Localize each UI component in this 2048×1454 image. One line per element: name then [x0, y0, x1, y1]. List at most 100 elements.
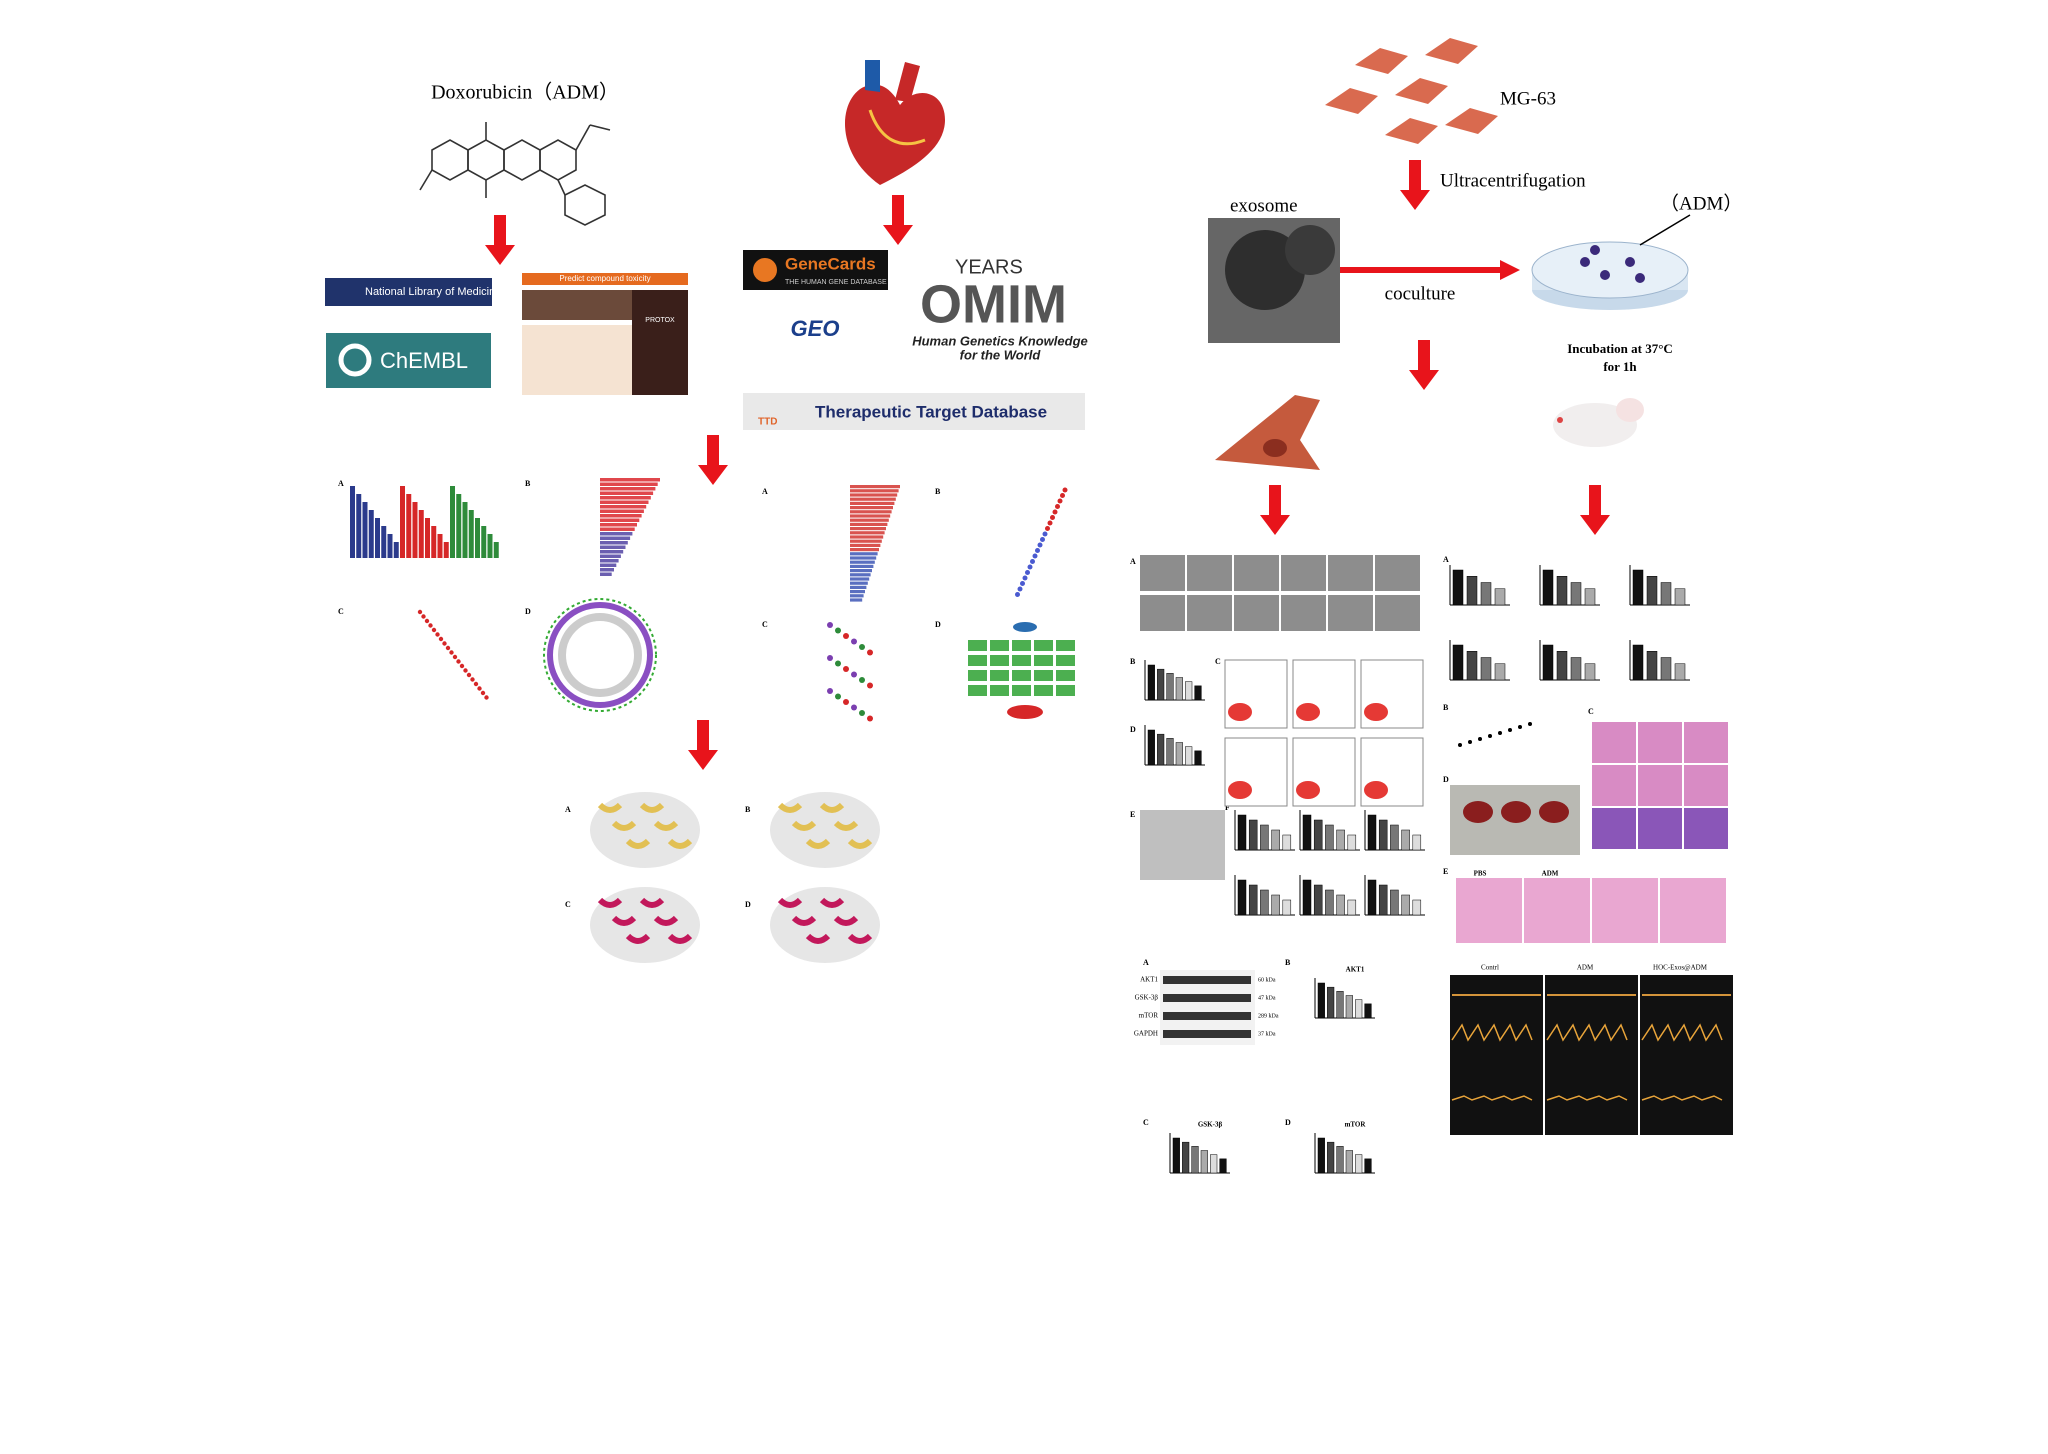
incubation-label: for 1h: [1603, 359, 1637, 374]
thumb-bar: [1157, 668, 1165, 701]
thumb-bar: [1271, 829, 1280, 851]
thumb-bar: [600, 536, 631, 540]
thumb-bar: [1347, 834, 1357, 851]
thumb-bar: [456, 494, 462, 558]
genecards-icon: [753, 258, 777, 282]
histology-image: [1638, 722, 1682, 763]
thumb-dot: [1040, 537, 1045, 542]
thumb-bar: [600, 541, 628, 545]
thumb-bar: [1325, 824, 1334, 851]
protox-title: Predict compound toxicity: [559, 274, 650, 283]
omim-sub: Human Genetics Knowledge: [912, 333, 1088, 348]
heart-histology: [1456, 878, 1522, 943]
blot-band: [1163, 1030, 1251, 1038]
thumb-dot: [867, 649, 873, 656]
blot-image: [1140, 810, 1225, 880]
histology-image: [1684, 808, 1728, 849]
panel-letter: B: [525, 479, 531, 488]
protein-label: GSK-3β: [1135, 994, 1159, 1002]
echo-trace: [1451, 1023, 1533, 1042]
thumb-bar: [850, 522, 888, 526]
thumb-bar: [600, 572, 612, 576]
thumb-dot: [851, 638, 857, 645]
tumor: [1501, 801, 1531, 823]
mg63-cells: [1325, 38, 1498, 144]
blot-band: [1163, 994, 1251, 1002]
omim-sub: for the World: [960, 347, 1042, 362]
chart-title: AKT1: [1346, 966, 1365, 974]
panel-letter: A: [1130, 557, 1136, 566]
echocardiography: Contrl ADM HOC-Exos@ADM: [1450, 964, 1733, 1135]
thumb-bar: [1584, 663, 1596, 681]
thumb-node: [968, 670, 987, 681]
omim-years: YEARS: [955, 256, 1023, 278]
thumb-bar: [1480, 657, 1492, 681]
size-label: 37 kDa: [1258, 1031, 1276, 1037]
thumb-bar: [1327, 986, 1335, 1019]
genecards-label: GeneCards: [785, 254, 876, 273]
thumb-dot: [859, 644, 865, 650]
thumb-bar: [1282, 899, 1292, 916]
thumb-dot: [1022, 575, 1028, 581]
thumb-dot: [1042, 531, 1048, 537]
thumb-dot: [1017, 586, 1023, 592]
protein-structure: [770, 887, 880, 963]
thumb-bar: [1302, 879, 1312, 916]
cell: [1445, 108, 1498, 134]
growth-point: [1498, 731, 1502, 735]
scratch-image: [1328, 555, 1373, 591]
thumb-bar: [600, 568, 614, 572]
protein-structure: [770, 792, 880, 868]
histology-label: PBS: [1474, 870, 1487, 878]
panel-letter: C: [565, 900, 571, 909]
cell-line: MG-63: [1500, 88, 1556, 109]
panel-letter: B: [745, 805, 751, 814]
cell-nucleus: [1263, 439, 1287, 457]
thumb-bar: [1260, 824, 1269, 851]
thumb-bar: [1282, 834, 1292, 851]
thumb-bar: [1542, 569, 1554, 606]
thumb-bar: [850, 552, 878, 556]
thumb-dot: [1060, 493, 1065, 498]
heart-histology: [1524, 878, 1590, 943]
thumb-bar: [1378, 884, 1388, 916]
thumb-bar: [1660, 657, 1672, 681]
histology-image: [1684, 722, 1728, 763]
thumb-bar: [1466, 576, 1478, 606]
growth-point: [1508, 728, 1512, 732]
thumb-dot: [827, 622, 833, 628]
thumb-dot: [480, 690, 486, 696]
histology-label: ADM: [1542, 870, 1559, 878]
panel-letter: A: [762, 487, 768, 496]
size-label: 289 kDa: [1258, 1013, 1279, 1019]
thumb-dot: [449, 650, 454, 655]
protein-helix: [833, 820, 859, 831]
thumb-bar: [850, 560, 875, 564]
thumb-bar: [375, 518, 380, 558]
panel-letter: C: [1143, 1118, 1149, 1127]
thumb-bar: [600, 545, 626, 549]
thumb-bar: [1660, 582, 1672, 606]
thumb-bar: [850, 527, 886, 531]
echo-trace: [1641, 1023, 1723, 1042]
thumb-bar: [475, 518, 480, 558]
protein-helix: [805, 838, 831, 849]
thumb-bar: [850, 510, 892, 514]
thumb-node: [968, 685, 987, 696]
cell: [1385, 118, 1438, 144]
thumb-bar: [350, 486, 355, 558]
result-panels: A B C D E F A B C D E PBS ADM: [1130, 555, 1728, 943]
thumb-bar: [1172, 1137, 1180, 1174]
panel-letter: A: [565, 805, 571, 814]
thumb-ring: [547, 602, 653, 708]
thumb-bar: [600, 491, 654, 495]
thumb-bar: [850, 518, 889, 522]
heart-histology: [1660, 878, 1726, 943]
thumb-bar: [850, 577, 870, 581]
thumb-dot: [867, 715, 873, 722]
thumb-dot: [835, 693, 841, 700]
echo-trace: [1641, 1095, 1723, 1101]
flow-arrow: [1260, 485, 1290, 535]
panel-letter: D: [525, 607, 531, 616]
thumb-bar: [1401, 894, 1410, 916]
